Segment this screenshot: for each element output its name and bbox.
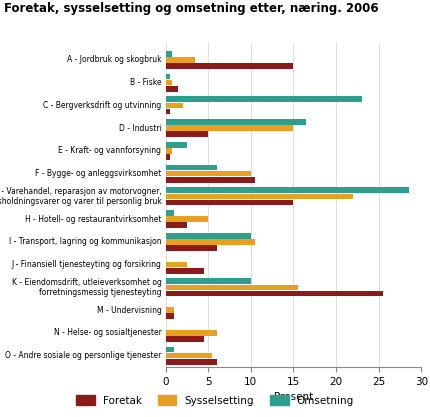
Bar <box>166 109 170 114</box>
Bar <box>166 210 174 216</box>
Bar <box>166 284 298 290</box>
Bar <box>166 359 217 364</box>
Bar <box>166 154 170 160</box>
Bar <box>166 347 174 352</box>
Bar <box>166 119 306 125</box>
X-axis label: Prosent: Prosent <box>274 392 313 402</box>
Bar <box>166 142 187 148</box>
Bar <box>166 86 178 92</box>
Bar <box>166 279 251 284</box>
Legend: Foretak, Sysselsetting, Omsetning: Foretak, Sysselsetting, Omsetning <box>72 390 358 410</box>
Bar <box>166 307 174 313</box>
Bar <box>166 314 174 319</box>
Bar <box>166 268 204 274</box>
Bar <box>166 63 293 69</box>
Bar <box>166 125 293 131</box>
Bar <box>166 80 172 85</box>
Bar <box>166 291 383 296</box>
Bar <box>166 131 208 137</box>
Bar <box>166 245 217 251</box>
Bar <box>166 216 208 222</box>
Bar <box>166 74 170 79</box>
Bar <box>166 233 251 239</box>
Bar <box>166 165 217 170</box>
Bar <box>166 103 183 108</box>
Bar <box>166 57 195 63</box>
Bar <box>166 171 251 176</box>
Bar <box>166 96 362 102</box>
Bar <box>166 262 187 267</box>
Bar <box>166 193 353 199</box>
Bar <box>166 336 204 342</box>
Bar <box>166 187 408 193</box>
Text: Foretak, sysselsetting og omsetning etter, næring. 2006: Foretak, sysselsetting og omsetning ette… <box>4 2 379 15</box>
Bar <box>166 330 217 336</box>
Bar <box>166 148 172 154</box>
Bar <box>166 177 255 183</box>
Bar <box>166 353 212 359</box>
Bar <box>166 239 255 245</box>
Bar <box>166 51 172 57</box>
Bar <box>166 200 293 205</box>
Bar <box>166 222 187 228</box>
